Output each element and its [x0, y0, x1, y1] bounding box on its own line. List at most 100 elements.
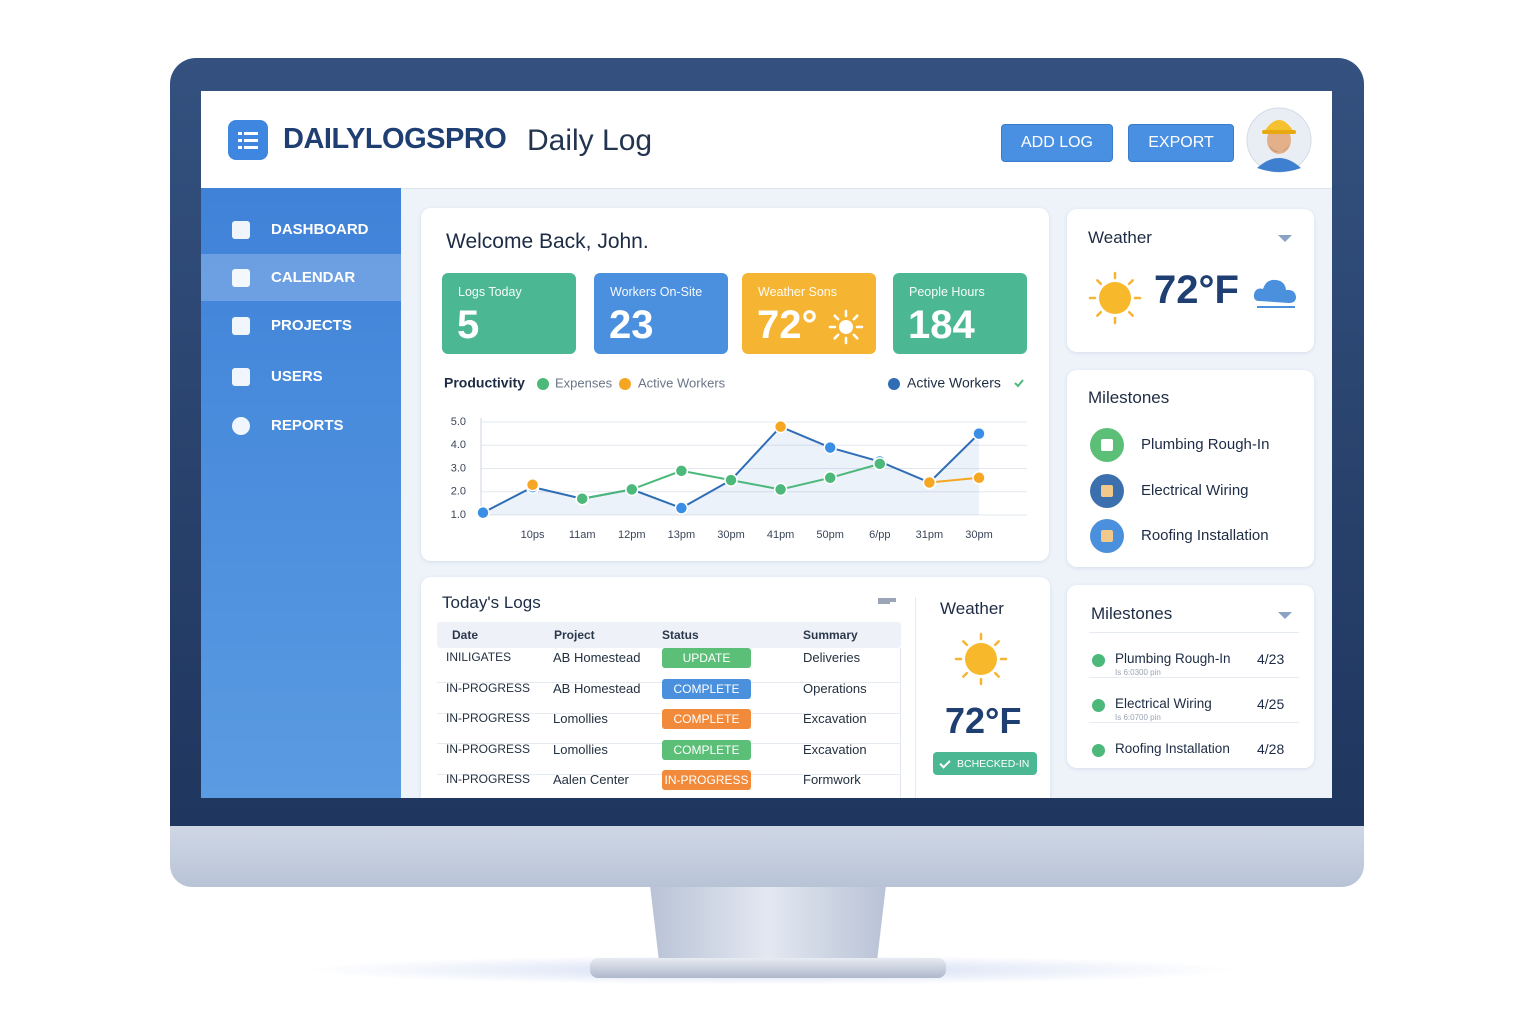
milestone-date: 4/23	[1257, 651, 1285, 667]
stat-label: Weather Sons	[758, 285, 837, 299]
logo-line	[244, 139, 258, 142]
avatar-hat-brim	[1262, 130, 1296, 134]
weather-sun	[1099, 282, 1131, 314]
stand-base	[590, 958, 946, 978]
checked-in-badge: BCHECKED-IN	[933, 752, 1037, 775]
milestones-card: Milestones Plumbing Rough-In Electrical Wi…	[1067, 370, 1314, 567]
table-cell: Lomollies	[553, 741, 608, 757]
point	[823, 440, 837, 455]
line	[929, 476, 980, 484]
dropdown-arrow[interactable]	[1278, 235, 1292, 242]
table-cell: Formwork	[803, 772, 861, 787]
table-header	[437, 622, 901, 648]
milestones-list-title: Milestones	[1091, 604, 1173, 623]
avatar-shirt	[1257, 158, 1301, 172]
status-pill: COMPLETE	[662, 678, 751, 699]
status-pill: IN-PROGRESS	[662, 770, 751, 790]
table-cell: Operations	[803, 680, 867, 696]
check-icon	[1092, 699, 1105, 712]
check-icon	[1092, 654, 1105, 667]
weather-panel-icon	[954, 632, 1008, 686]
menu-line	[878, 598, 896, 600]
milestone-name: Plumbing Rough-In	[1141, 436, 1270, 453]
table-cell: Deliveries	[803, 650, 861, 665]
table-cell: INILIGATES	[446, 650, 512, 664]
column-header: Summary	[803, 628, 858, 642]
weather-sun-ray	[1127, 279, 1134, 286]
weather-temp: 72°F	[1154, 268, 1239, 312]
sidebar-icon	[232, 368, 250, 386]
x-tick-label: 31pm	[916, 529, 944, 541]
point	[476, 505, 490, 520]
sidebar-item[interactable]: REPORTS	[271, 417, 344, 434]
stat-value: 23	[609, 303, 654, 347]
point	[525, 478, 540, 492]
logs-title: Today's Logs	[442, 593, 541, 612]
milestones-title: Milestones	[1088, 388, 1170, 407]
avatar	[1246, 107, 1312, 173]
logo-line	[238, 132, 242, 135]
weather-panel-sun-ray	[962, 671, 969, 678]
table-cell: Aalen Center	[553, 772, 629, 787]
header-button[interactable]: EXPORT	[1128, 124, 1234, 162]
stat-value: 72°	[757, 303, 818, 347]
x-tick-label: 13pm	[668, 529, 696, 541]
status-pill: COMPLETE	[662, 709, 751, 729]
point	[972, 426, 986, 441]
stat-label: Logs Today	[458, 285, 522, 299]
legend-label: Active Workers	[638, 375, 726, 390]
column-header: Date	[452, 628, 479, 642]
point	[674, 501, 689, 515]
logo-line	[244, 132, 258, 135]
weather-card: Weather 72°F	[1067, 209, 1314, 352]
row-divider	[1089, 722, 1299, 723]
sidebar-icon	[232, 417, 250, 435]
badge-check	[939, 757, 951, 769]
table-cell: IN-PROGRESS	[446, 772, 531, 786]
stat-sun-ray	[852, 333, 859, 340]
milestone-note: Is 6:0300 pin	[1115, 668, 1161, 677]
sidebar-item[interactable]: CALENDAR	[271, 269, 356, 286]
header-button[interactable]: ADD LOG	[1001, 124, 1113, 162]
weather-sun-ray	[1096, 279, 1103, 286]
area	[483, 426, 979, 515]
x-tick-label: 12pm	[618, 529, 646, 541]
sidebar-item[interactable]: PROJECTS	[271, 317, 352, 334]
weather-panel-title: Weather	[940, 599, 1004, 618]
logo-line	[244, 146, 258, 149]
weather-panel-sun	[965, 643, 997, 675]
chart: Productivity Expenses Active Workers Active…	[444, 375, 1027, 541]
row-divider	[1089, 677, 1299, 678]
weather-panel-sun-ray	[993, 640, 1000, 647]
x-tick-label: 10ps	[521, 529, 545, 541]
point	[873, 457, 887, 471]
x-tick-label: 30pm	[717, 529, 745, 541]
table-cell: IN-PROGRESS	[446, 680, 531, 695]
weather-sun-ray	[1096, 310, 1103, 317]
legend-marker	[888, 378, 900, 390]
milestone-icon-glyph	[1101, 439, 1113, 451]
table-cell: Excavation	[803, 741, 867, 757]
point	[922, 475, 937, 490]
column-header: Status	[662, 628, 699, 642]
milestone-name: Electrical Wiring	[1141, 481, 1249, 499]
stat-tile: People Hours 184	[893, 273, 1027, 354]
stat-sun-ray	[833, 314, 840, 321]
stat-value: 184	[908, 303, 975, 347]
legend-marker	[537, 378, 549, 390]
sidebar-item[interactable]: DASHBOARD	[271, 221, 369, 238]
sidebar-item[interactable]: USERS	[271, 368, 323, 385]
y-tick-label: 3.0	[451, 462, 466, 474]
dropdown-arrow[interactable]	[1278, 612, 1292, 619]
point	[575, 491, 589, 506]
x-tick-label: 50pm	[816, 529, 844, 541]
milestone-name: Roofing Installation	[1115, 741, 1230, 756]
table-cell: AB Homestead	[553, 680, 641, 696]
cloud	[1253, 279, 1296, 303]
stat-label: People Hours	[909, 285, 985, 299]
status-pill: UPDATE	[662, 648, 751, 668]
legend-check	[1014, 379, 1024, 388]
stat-sun-ray	[852, 314, 859, 321]
point	[674, 464, 689, 478]
